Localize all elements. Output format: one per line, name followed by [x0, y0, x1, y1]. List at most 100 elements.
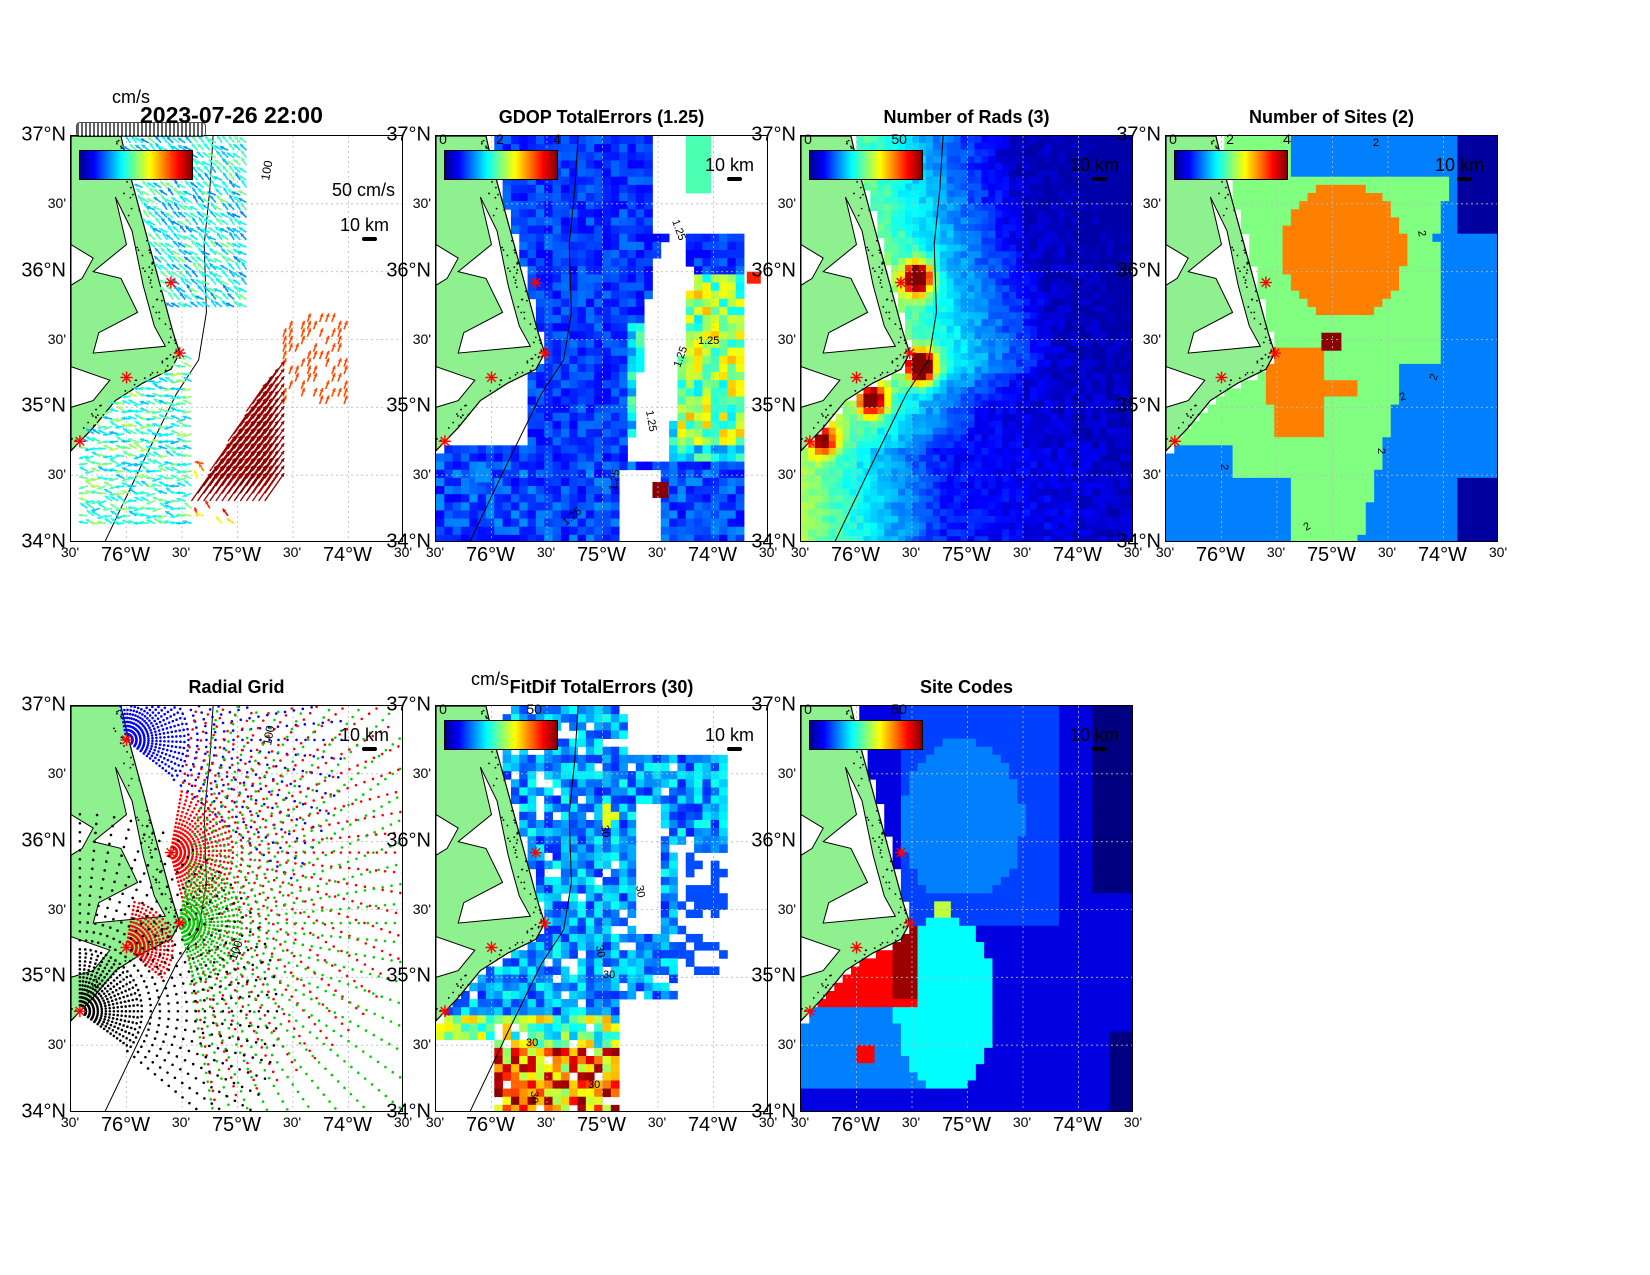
lat-tick-label: 35°N — [1116, 394, 1161, 417]
site-marker-4 — [1168, 435, 1181, 448]
lon-tick-label: 74°W — [687, 1114, 738, 1136]
colorbar-tick-label: 0 — [804, 131, 812, 147]
lat-tick-label: 37°N — [751, 123, 796, 146]
site-marker-1 — [164, 276, 177, 289]
lon-tick-label: 30' — [171, 1114, 191, 1130]
distance-scale-label: 10 km — [1435, 155, 1485, 175]
map-area: 1.25 1.25 1.25 1.25 1.25 1.25 — [435, 135, 768, 542]
lon-tick-label: 76°W — [830, 1114, 881, 1136]
distance-scale-label: 10 km — [705, 155, 755, 175]
panel-radial-grid: 100 100 37°N 30' 36°N 30' 35°N 30' 34°N 30' 76°W 30… — [21, 677, 412, 1136]
site-marker-4 — [73, 1005, 86, 1018]
lat-tick-label: 37°N — [21, 693, 66, 716]
lon-tick-label: 74°W — [1052, 544, 1103, 566]
lon-tick-label: 30' — [901, 544, 921, 560]
lon-tick-label: 30' — [647, 544, 667, 560]
lat-tick-label: 37°N — [21, 123, 66, 146]
contour-label: 30 — [633, 884, 647, 898]
lat-tick-label: 37°N — [386, 123, 431, 146]
lon-tick-label: 75°W — [576, 1114, 627, 1136]
panel-gdop-total-errors: 1.25 1.25 1.25 1.25 1.25 1.25 37°N 30' 36°N 30' 35… — [386, 107, 777, 566]
colorbar-tick-label: 0 — [1169, 131, 1177, 147]
contour-label: 2 — [1373, 137, 1379, 149]
colorbar — [444, 720, 558, 750]
lon-tick-label: 30' — [171, 544, 191, 560]
map-area: 100 100 — [70, 705, 403, 1112]
lon-tick-label: 30' — [1123, 544, 1143, 560]
lon-tick-label: 30' — [1488, 544, 1508, 560]
lat-tick-label: 34°N — [386, 530, 431, 553]
lat-tick-label: 30' — [47, 900, 66, 917]
lon-tick-label: 75°W — [211, 1114, 262, 1136]
lon-tick-label: 76°W — [830, 544, 881, 566]
lon-tick-label: 76°W — [100, 544, 151, 566]
site-marker-2 — [903, 917, 916, 930]
map-canvas: 1.251.251.251.251.251.25 — [436, 136, 767, 541]
colorbar-tick-label: 0 — [439, 701, 447, 717]
contour-label: 30 — [603, 969, 615, 981]
contour-label: 30 — [528, 1091, 540, 1103]
lon-tick-label: 75°W — [211, 544, 262, 566]
vector-scale-label: 50 cm/s — [332, 180, 396, 200]
lon-tick-label: 30' — [1012, 1114, 1032, 1130]
colorbar-tick-label: 4 — [553, 131, 561, 147]
map-canvas: 100 100 — [71, 706, 402, 1111]
contour-label: 30 — [526, 1037, 538, 1049]
contour-label: 1.25 — [669, 218, 688, 242]
legend-overlap — [76, 122, 206, 137]
site-marker-3 — [120, 941, 133, 954]
lat-tick-label: 30' — [1142, 330, 1161, 347]
isobath-label: 100 — [258, 159, 275, 181]
map-canvas: 30 30 30 30 30 30 30 — [436, 706, 767, 1111]
lat-tick-label: 30' — [777, 330, 796, 347]
distance-scale-label: 10 km — [1070, 725, 1120, 745]
lat-tick-label: 35°N — [21, 394, 66, 417]
lon-tick-label: 74°W — [687, 544, 738, 566]
isobath-label: 100 — [226, 938, 246, 962]
contour-label: 30 — [593, 944, 607, 958]
distance-scale-label: 10 km — [340, 725, 390, 745]
contour-label: 2 — [1375, 448, 1387, 454]
map-canvas — [801, 136, 1132, 541]
lat-tick-label: 34°N — [751, 530, 796, 553]
panel-title: FitDif TotalErrors (30) — [509, 677, 694, 697]
lon-tick-label: 30' — [1012, 544, 1032, 560]
lon-tick-label: 75°W — [941, 1114, 992, 1136]
distance-scale-bar — [727, 177, 742, 181]
lon-tick-label: 30' — [790, 1114, 810, 1130]
lat-tick-label: 34°N — [21, 530, 66, 553]
lon-tick-label: 30' — [790, 544, 810, 560]
site-marker-1 — [164, 846, 177, 859]
lat-tick-label: 30' — [777, 194, 796, 211]
colorbar-tick-label: 0 — [439, 131, 447, 147]
lat-tick-label: 30' — [47, 330, 66, 347]
lon-tick-label: 76°W — [1195, 544, 1246, 566]
site-marker-2 — [1268, 347, 1281, 360]
lon-tick-label: 30' — [1377, 544, 1397, 560]
colorbar-unit: cm/s — [471, 669, 509, 689]
site-marker-3 — [850, 941, 863, 954]
map-area: 100 — [70, 135, 403, 542]
contour-label: 2 — [1218, 464, 1230, 470]
colorbar-tick-label: 4 — [1283, 131, 1291, 147]
lon-tick-label: 74°W — [1417, 544, 1468, 566]
lat-tick-label: 30' — [412, 1036, 431, 1053]
lon-tick-label: 30' — [60, 1114, 80, 1130]
contour-label: 2 — [1415, 229, 1428, 237]
lon-tick-label: 30' — [393, 1114, 413, 1130]
lat-tick-label: 30' — [1142, 466, 1161, 483]
lat-tick-label: 36°N — [21, 259, 66, 282]
contour-label: 30 — [598, 824, 612, 838]
distance-scale-label: 10 km — [1070, 155, 1120, 175]
colorbar-tick-label: 2 — [1226, 131, 1234, 147]
lat-tick-label: 34°N — [751, 1100, 796, 1123]
contour-label: 2 — [1398, 390, 1408, 403]
contour-label: 1.25 — [643, 409, 659, 432]
lat-tick-label: 30' — [47, 1036, 66, 1053]
colorbar — [809, 720, 923, 750]
lon-tick-label: 76°W — [465, 544, 516, 566]
lat-tick-label: 35°N — [751, 394, 796, 417]
lat-tick-label: 35°N — [21, 964, 66, 987]
lat-tick-label: 30' — [1142, 194, 1161, 211]
site-marker-2 — [173, 917, 186, 930]
